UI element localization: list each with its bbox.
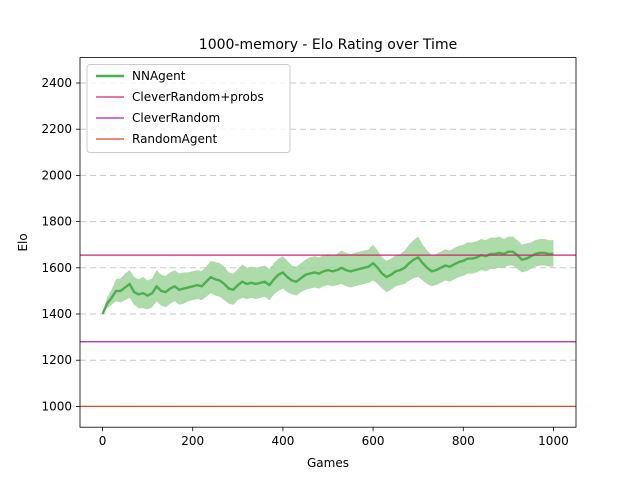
legend-label-cleverrandom: CleverRandom <box>132 111 220 125</box>
series-lines <box>80 250 576 408</box>
x-tick-label: 400 <box>271 434 294 448</box>
x-tick-label: 800 <box>452 434 475 448</box>
nnagent-line <box>101 250 554 315</box>
x-axis-ticks: 0 200 400 600 800 1000 <box>99 427 569 448</box>
y-tick-label: 2400 <box>41 76 72 90</box>
y-tick-label: 2000 <box>41 168 72 182</box>
x-tick-label: 600 <box>362 434 385 448</box>
legend-box <box>86 64 291 153</box>
legend-label-randomagent: RandomAgent <box>132 132 217 146</box>
nnagent-band <box>102 236 554 315</box>
chart-title: 1000-memory - Elo Rating over Time <box>199 37 457 53</box>
y-tick-label: 2200 <box>41 122 72 136</box>
y-tick-label: 1200 <box>41 353 72 367</box>
y-axis-title: Elo <box>16 233 30 251</box>
x-tick-label: 1000 <box>538 434 569 448</box>
y-tick-label: 1000 <box>41 399 72 413</box>
x-tick-label: 0 <box>99 434 107 448</box>
y-tick-label: 1600 <box>41 261 72 275</box>
y-tick-label: 1400 <box>41 307 72 321</box>
nnagent-confidence-band <box>102 236 554 315</box>
legend-label-cleverrandom-probs: CleverRandom+probs <box>132 90 264 104</box>
y-axis-ticks: 1000 1200 1400 1600 1800 2000 2200 2400 <box>41 76 80 413</box>
legend-label-nnagent: NNAgent <box>132 69 186 83</box>
plot-frame <box>79 57 577 428</box>
legend: NNAgent CleverRandom+probs CleverRandom Ran… <box>86 64 291 153</box>
y-tick-label: 1800 <box>41 215 72 229</box>
x-axis-title: Games <box>307 456 349 470</box>
x-tick-label: 200 <box>181 434 204 448</box>
